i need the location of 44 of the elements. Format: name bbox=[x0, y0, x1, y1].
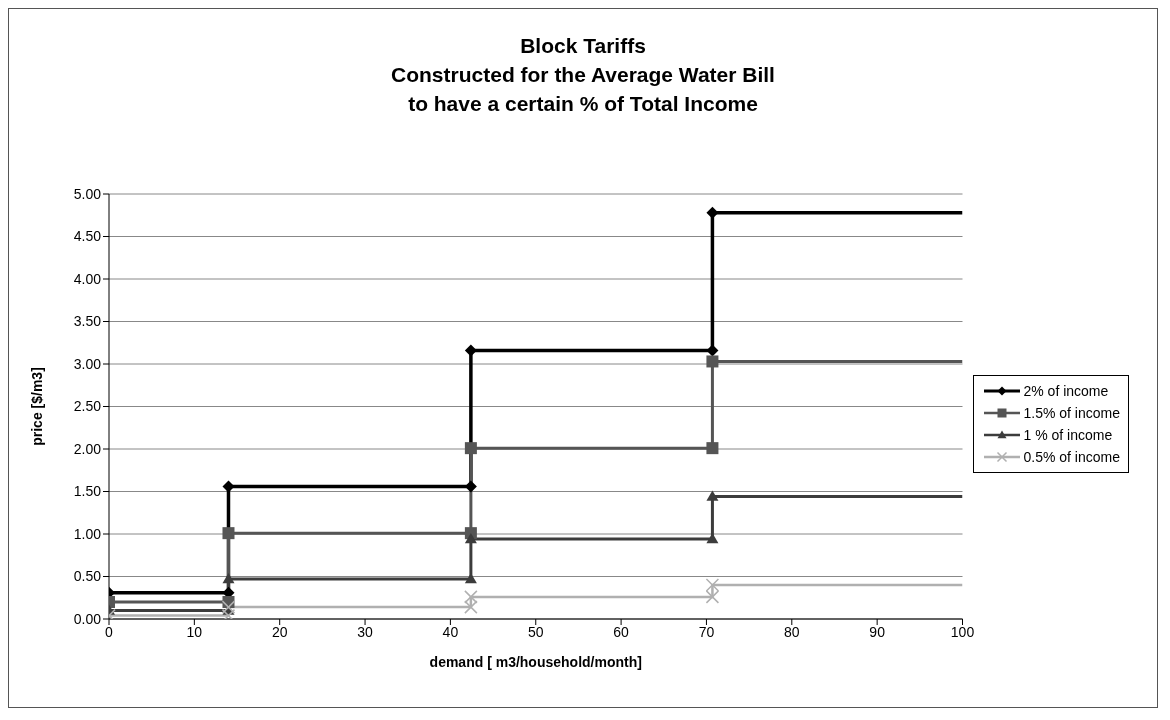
point bbox=[705, 590, 720, 604]
chart-title: Block Tariffs Constructed for the Average Water Bill to have a certain % of Total Income bbox=[390, 33, 776, 117]
point bbox=[464, 344, 477, 357]
y-tick-label: 2.00 bbox=[73, 440, 102, 457]
y-tick-label: 4.00 bbox=[73, 270, 102, 287]
x-tick-label: 60 bbox=[613, 623, 630, 640]
y-tick-label: 1.50 bbox=[73, 483, 102, 500]
legend-label: 1.5% of income bbox=[1023, 405, 1120, 421]
legend-label: 1 % of income bbox=[1023, 427, 1113, 443]
point bbox=[222, 573, 235, 584]
y-tick-label: 3.50 bbox=[73, 313, 102, 330]
point bbox=[706, 355, 719, 368]
point bbox=[221, 600, 236, 614]
y-tick-label: 2.50 bbox=[73, 398, 102, 415]
point bbox=[464, 573, 477, 584]
point bbox=[221, 608, 236, 619]
x-tick-label: 30 bbox=[357, 623, 374, 640]
y-tick-label: 0.50 bbox=[73, 568, 102, 585]
x-tick-label: 50 bbox=[527, 623, 544, 640]
x-tick-label: 40 bbox=[442, 623, 459, 640]
x-axis-title: demand [ m3/household/month] bbox=[429, 654, 642, 670]
point bbox=[464, 590, 478, 604]
x-tick-label: 90 bbox=[869, 623, 886, 640]
x-tick-label: 100 bbox=[950, 623, 975, 640]
point bbox=[705, 578, 720, 592]
point bbox=[464, 533, 477, 544]
point bbox=[706, 442, 719, 455]
point bbox=[222, 527, 235, 540]
x-tick-label: 20 bbox=[271, 623, 288, 640]
x-tick-label: 0 bbox=[105, 623, 114, 640]
x-tick-label: 10 bbox=[186, 623, 203, 640]
y-tick-label: 0.00 bbox=[73, 610, 102, 627]
y-axis-title: price [$/m3] bbox=[28, 367, 45, 446]
y-tick-label: 5.00 bbox=[73, 185, 102, 202]
y-tick-label: 3.00 bbox=[73, 355, 102, 372]
x-tick-label: 80 bbox=[784, 623, 800, 640]
legend-label: 2% of income bbox=[1023, 383, 1109, 399]
x-tick-label: 70 bbox=[698, 623, 715, 640]
legend-label: 0.5% of income bbox=[1023, 449, 1120, 465]
point bbox=[464, 600, 478, 614]
point bbox=[706, 490, 719, 501]
y-tick-label: 4.50 bbox=[73, 228, 102, 245]
y-tick-label: 1.00 bbox=[73, 525, 102, 542]
point bbox=[464, 442, 477, 455]
